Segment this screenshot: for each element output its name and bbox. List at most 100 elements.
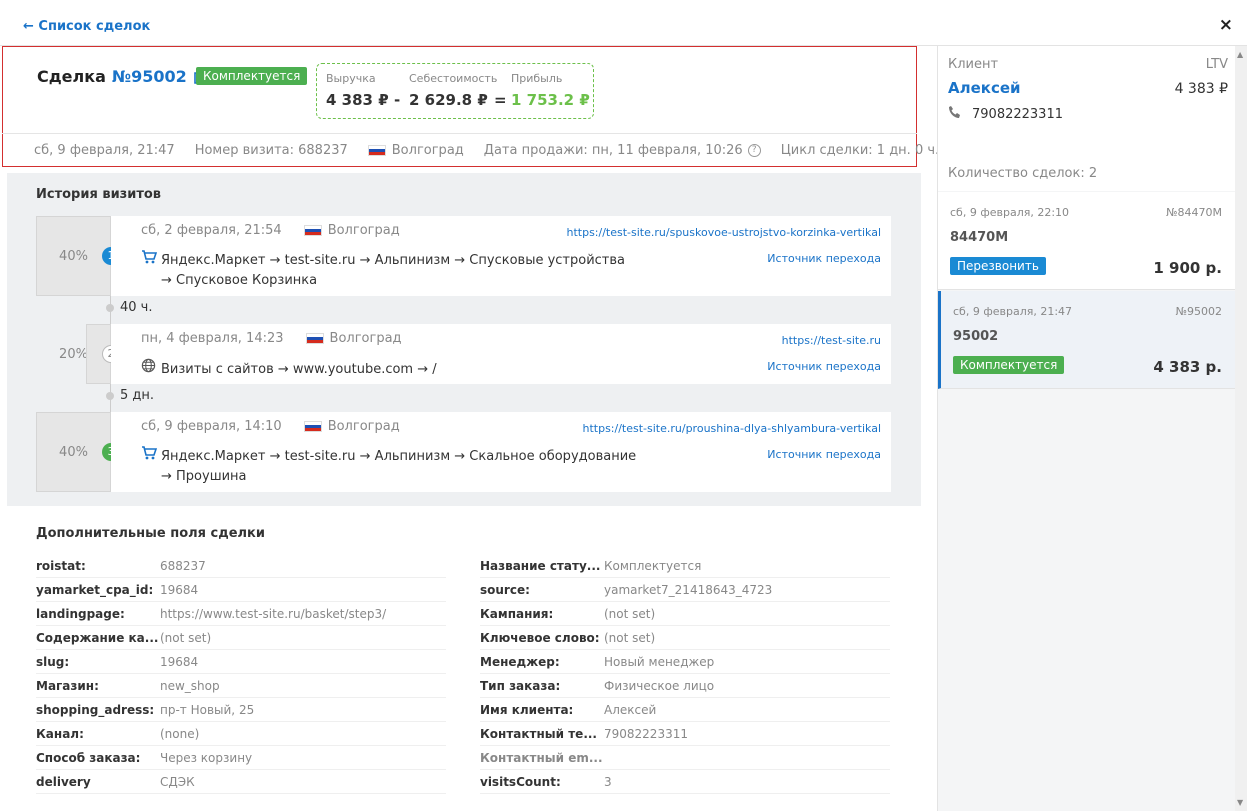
- field-value: Комплектуется: [604, 558, 702, 573]
- deal-city-label: Волгоград: [391, 143, 464, 158]
- visit-source-link[interactable]: Источник перехода: [767, 448, 881, 461]
- field-row: Имя клиента: Алексей: [480, 698, 890, 722]
- visit-date-label: пн, 4 февраля, 14:23: [141, 331, 284, 346]
- client-phone-number: 79082223311: [972, 106, 1063, 122]
- visit-share: 40%: [36, 216, 111, 296]
- field-value: СДЭК: [160, 774, 195, 789]
- field-key: Ключевое слово:: [480, 630, 600, 645]
- deal-list-item-active[interactable]: сб, 9 февраля, 21:47 №95002 95002 Компле…: [938, 291, 1247, 389]
- profit-value: 1 753.2 ₽: [511, 91, 590, 109]
- visit-path-line2: → Спусковое Корзинка: [161, 273, 318, 288]
- deal-item-sum: 1 900 р.: [1153, 259, 1222, 277]
- visit-card: сб, 9 февраля, 14:10 Волгоград https://t…: [111, 412, 891, 492]
- field-value: Новый менеджер: [604, 654, 715, 669]
- field-key: Менеджер:: [480, 654, 560, 669]
- field-value: Физическое лицо: [604, 678, 715, 693]
- field-key: Контактный em...: [480, 750, 603, 765]
- deal-meta: сб, 9 февраля, 21:47 Номер визита: 68823…: [2, 133, 939, 167]
- visit-date: сб, 9 февраля, 14:10 Волгоград: [141, 419, 400, 434]
- field-key: visitsCount:: [480, 774, 561, 789]
- field-value: Алексей: [604, 702, 657, 717]
- deal-item-date: сб, 9 февраля, 22:10: [950, 206, 1070, 219]
- field-key: Канал:: [36, 726, 84, 741]
- field-key: shopping_adress:: [36, 702, 155, 717]
- back-to-deals-link[interactable]: ← Список сделок: [23, 19, 151, 34]
- visit-city: Волгоград: [305, 331, 402, 346]
- field-row: Ключевое слово: (not set): [480, 626, 890, 650]
- scroll-up-icon[interactable]: ▲: [1237, 50, 1244, 59]
- deal-item-name: 95002: [953, 329, 999, 344]
- visit-path-line1: Яндекс.Маркет → test-site.ru → Альпинизм…: [161, 449, 637, 464]
- visit-source-link[interactable]: Источник перехода: [767, 360, 881, 373]
- timeline-dot: [106, 392, 114, 400]
- visit-share: 40%: [36, 412, 111, 492]
- field-row: Способ заказа: Через корзину: [36, 746, 446, 770]
- scrollbar[interactable]: ▲ ▼: [1235, 46, 1247, 811]
- visit-date-label: сб, 9 февраля, 14:10: [141, 419, 282, 434]
- field-row: Менеджер: Новый менеджер: [480, 650, 890, 674]
- field-value: (not set): [604, 630, 656, 645]
- field-value: (none): [160, 726, 200, 741]
- visit-path-line2: → Проушина: [161, 469, 247, 484]
- deal-number-link[interactable]: №95002: [111, 67, 187, 86]
- field-row: shopping_adress: пр-т Новый, 25: [36, 698, 446, 722]
- field-value: 688237: [160, 558, 206, 573]
- field-row: Контактный те... 79082223311: [480, 722, 890, 746]
- visit-card: пн, 4 февраля, 14:23 Волгоград https://t…: [111, 324, 891, 384]
- field-row: landingpage: https://www.test-site.ru/bas…: [36, 602, 446, 626]
- visit-city-label: Волгоград: [329, 331, 402, 346]
- client-name-link[interactable]: Алексей: [948, 79, 1021, 97]
- money-summary: Выручка Себестоимость Прибыль 4 383 ₽ - …: [316, 63, 594, 119]
- field-key: Тип заказа:: [480, 678, 561, 693]
- deals-count: Количество сделок: 2: [948, 166, 1098, 181]
- field-key: Магазин:: [36, 678, 99, 693]
- deal-date: сб, 9 февраля, 21:47: [34, 143, 175, 158]
- field-value: 19684: [160, 582, 199, 597]
- field-value: Через корзину: [160, 750, 253, 765]
- visit-date: сб, 2 февраля, 21:54 Волгоград: [141, 223, 400, 238]
- deal-item-status: Комплектуется: [953, 356, 1065, 374]
- visit-url-link[interactable]: https://test-site.ru/proushina-dlya-shly…: [582, 422, 881, 435]
- visits-title: История визитов: [36, 187, 162, 202]
- field-row: Кампания: (not set): [480, 602, 890, 626]
- deal-item-sum: 4 383 р.: [1153, 358, 1222, 376]
- cart-icon: [141, 250, 158, 271]
- visits-history: История визитов 40% 1 сб, 2 февраля, 21:…: [7, 173, 921, 506]
- top-bar: ← Список сделок ×: [0, 0, 1247, 46]
- visit-url-link[interactable]: https://test-site.ru/spuskovoe-ustrojstv…: [566, 226, 882, 239]
- deal-status-badge: Комплектуется: [196, 67, 308, 85]
- deal-header: Сделка №95002 Комплектуется Выручка Себе…: [0, 46, 939, 173]
- extra-fields: Дополнительные поля сделки roistat: 68823…: [7, 506, 921, 811]
- visit-url-link[interactable]: https://test-site.ru: [781, 334, 881, 347]
- revenue-label: Выручка: [326, 72, 376, 85]
- field-value: https://www.test-site.ru/basket/step3/: [160, 606, 387, 621]
- field-key: delivery: [36, 774, 91, 789]
- russia-flag-icon: [367, 145, 386, 156]
- visit-source-link[interactable]: Источник перехода: [767, 252, 881, 265]
- russia-flag-icon: [303, 225, 322, 236]
- ltv-label: LTV: [1205, 57, 1228, 72]
- field-value: (not set): [604, 606, 656, 621]
- scroll-down-icon[interactable]: ▼: [1237, 798, 1244, 807]
- cost-value: 2 629.8 ₽: [409, 91, 488, 109]
- deal-list-item[interactable]: сб, 9 февраля, 22:10 №84470M 84470M Пере…: [938, 192, 1247, 290]
- field-row: yamarket_cpa_id: 19684: [36, 578, 446, 602]
- field-row: source: yamarket7_21418643_4723: [480, 578, 890, 602]
- deal-cycle: Цикл сделки: 1 дн. 0 ч.: [780, 143, 940, 158]
- minus-sign: -: [394, 91, 401, 109]
- deal-item-number: №84470M: [1166, 206, 1222, 219]
- help-icon[interactable]: ?: [747, 144, 761, 157]
- close-button[interactable]: ×: [1218, 15, 1233, 35]
- field-value: yamarket7_21418643_4723: [604, 582, 773, 597]
- visit-path-line1: Визиты с сайтов → www.youtube.com → /: [161, 362, 437, 377]
- cart-icon: [141, 446, 158, 467]
- globe-icon: [141, 358, 157, 380]
- deal-item-number: №95002: [1175, 305, 1222, 318]
- deal-item-name: 84470M: [950, 230, 1009, 245]
- field-row: roistat: 688237: [36, 554, 446, 578]
- client-phone: 79082223311: [948, 105, 1063, 123]
- client-label: Клиент: [948, 57, 999, 72]
- field-key: landingpage:: [36, 606, 125, 621]
- cost-label: Себестоимость: [409, 72, 498, 85]
- field-row: Контактный em...: [480, 746, 890, 770]
